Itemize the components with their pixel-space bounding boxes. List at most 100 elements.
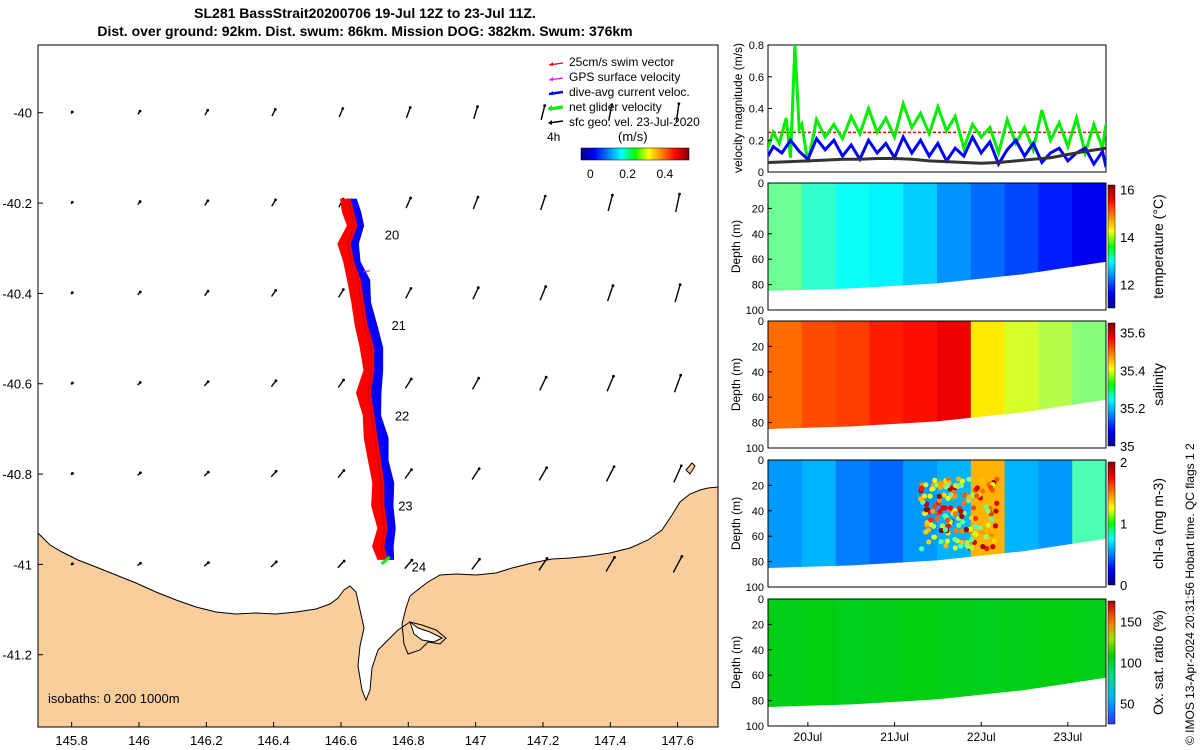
chlorophyll-sample-point	[973, 524, 979, 530]
chlorophyll-sample-point	[945, 523, 952, 529]
section-column	[970, 321, 1006, 429]
chlorophyll-sample-point	[994, 500, 1000, 506]
chlorophyll-sample-point	[930, 508, 936, 514]
speed-colorbar-tick-label: 0.4	[656, 167, 673, 181]
section-y-tick-label: 40	[752, 506, 764, 518]
section-frame	[767, 459, 1107, 588]
time-tick-label: 23Jul	[1054, 730, 1083, 744]
section-colorbar-tick-label: 150	[1120, 615, 1142, 630]
section-column	[1038, 321, 1073, 429]
velocity-series-line	[768, 146, 1106, 165]
section-y-tick-label: 60	[752, 392, 764, 404]
chlorophyll-sample-point	[931, 534, 938, 540]
isobaths-label: isobaths: 0 200 1000m	[48, 691, 180, 706]
map-axes: 145.8 146 146.2 146.4 146.6 146.8 147 147.2 147.…	[2, 106, 694, 748]
chlorophyll-sample-point	[923, 507, 930, 513]
section-colorbar-tick-label: 100	[1120, 656, 1142, 671]
section-y-tick-label: 20	[752, 203, 764, 215]
geo-velocity-arrow	[675, 103, 680, 122]
geo-velocity-arrowhead	[677, 102, 681, 106]
section-column	[835, 460, 870, 568]
chlorophyll-sample-point	[942, 527, 949, 533]
chlorophyll-sample-point	[960, 519, 966, 525]
map-y-tick-label: -40.8	[2, 467, 32, 482]
day-label: 20	[385, 228, 399, 243]
geo-velocity-arrowhead	[206, 108, 210, 112]
section-y-tick-label: 20	[752, 341, 764, 353]
section-y-tick-label: 80	[752, 557, 764, 569]
section-colorbar-label: chl-a (mg m-3)	[1150, 478, 1166, 569]
section-y-tick-label: 0	[758, 178, 764, 190]
velocity-series-line	[768, 45, 1106, 163]
geo-velocity-arrowhead	[409, 377, 413, 381]
section-colorbar-tick-label: 16	[1120, 183, 1134, 198]
chlorophyll-sample-point	[953, 528, 959, 534]
gps-velocity-vector	[362, 270, 371, 273]
map-frame	[37, 44, 719, 728]
chlorophyll-sample-point	[942, 513, 948, 519]
chlorophyll-sample-point	[974, 493, 980, 499]
section-colorbar-tick-label: 14	[1120, 230, 1134, 245]
section-column	[768, 460, 803, 568]
island-east	[685, 462, 696, 475]
map-x-tick-label: 147.6	[661, 733, 694, 748]
section-colorbar-tick-label: 50	[1120, 697, 1134, 712]
chlorophyll-sample-point	[943, 543, 949, 549]
chlorophyll-sample-point	[930, 482, 936, 488]
geo-velocity-arrow	[538, 467, 548, 481]
map-x-tick-label: 146.6	[325, 733, 358, 748]
chlorophyll-sample-point	[959, 513, 965, 519]
section-column	[768, 183, 803, 291]
chlorophyll-sample-point	[963, 527, 970, 533]
geo-velocity-arrowhead	[543, 194, 547, 198]
section-column	[1072, 599, 1106, 707]
velocity-y-tick-label: 0.6	[749, 72, 764, 84]
geo-velocity-arrowhead	[139, 471, 142, 475]
day-label: 23	[398, 499, 412, 514]
chlorophyll-sample-point	[921, 493, 928, 499]
geo-velocity-arrow	[338, 289, 344, 298]
chlorophyll-sample-point	[993, 508, 999, 514]
section-column	[903, 599, 938, 707]
chlorophyll-section: 0 20 40 60 80 100 Depth (m) 0 1 2 chl-a (mg m-3)	[729, 455, 1166, 594]
chlorophyll-sample-point	[974, 485, 980, 491]
chlorophyll-sample-point	[917, 496, 924, 502]
section-column	[970, 183, 1006, 291]
geo-velocity-arrow	[471, 468, 480, 480]
geo-velocity-arrow	[337, 379, 345, 388]
legend-swim-label: 25cm/s swim vector	[569, 55, 674, 69]
geo-velocity-arrowhead	[138, 200, 142, 203]
speed-colorbar-tick-label: 0.2	[619, 167, 636, 181]
geo-velocity-arrowhead	[613, 555, 616, 559]
time-tick-label: 21Jul	[880, 730, 909, 744]
chlorophyll-sample-point	[936, 498, 943, 504]
section-column	[970, 599, 1006, 707]
section-data	[768, 321, 1106, 429]
chlorophyll-sample-point	[924, 520, 930, 526]
salinity-section: 0 20 40 60 80 100 Depth (m) 35 35.2 35.4 35.6 salin…	[729, 316, 1166, 455]
geo-velocity-arrow	[471, 558, 481, 570]
section-ylabel: Depth (m)	[729, 636, 743, 689]
chlorophyll-sample-point	[972, 515, 979, 522]
geo-velocity-arrowhead	[342, 378, 346, 382]
oxygen-section: 0 20 40 60 80 100 Depth (m) 50 100 150 Ox. sat. ra…	[729, 594, 1166, 733]
geo-velocity-arrowhead	[678, 283, 682, 287]
legend-interval-label: 4h	[547, 130, 560, 144]
chlorophyll-sample-point	[932, 503, 938, 509]
day-label: 24	[412, 560, 426, 575]
section-y-tick-label: 60	[752, 254, 764, 266]
section-column	[801, 183, 837, 291]
section-colorbar	[1107, 322, 1116, 447]
geo-velocity-arrowhead	[476, 105, 479, 109]
chlorophyll-sample-point	[937, 480, 944, 486]
section-y-tick-label: 0	[758, 316, 764, 328]
geo-velocity-arrow	[405, 107, 411, 119]
chlorophyll-sample-point	[918, 485, 925, 491]
chlorophyll-sample-point	[991, 538, 998, 544]
geo-velocity-arrow	[673, 374, 682, 393]
geo-velocity-arrow	[539, 376, 547, 391]
geo-velocity-arrowhead	[476, 286, 480, 290]
geo-velocity-arrowhead	[610, 103, 614, 107]
section-column	[1072, 183, 1106, 291]
